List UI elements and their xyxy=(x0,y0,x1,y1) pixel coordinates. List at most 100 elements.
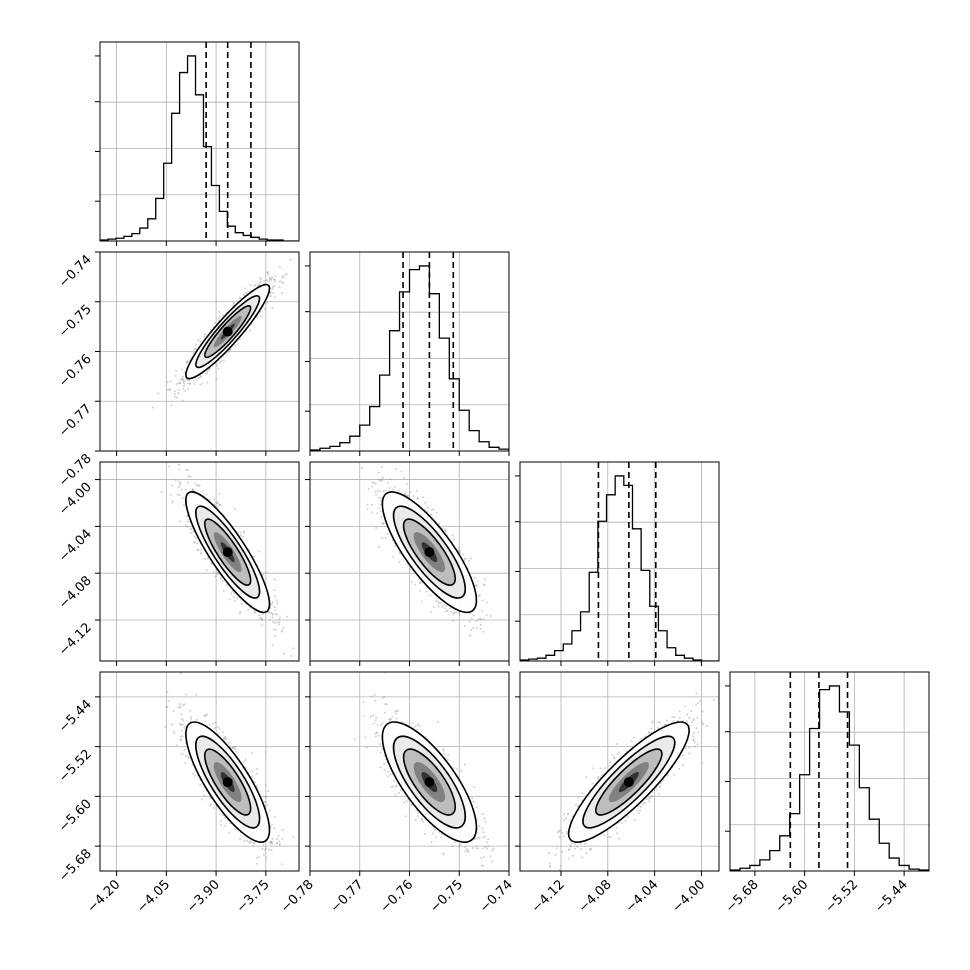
scatter-point xyxy=(238,297,241,300)
scatter-point xyxy=(177,382,180,385)
scatter-point xyxy=(475,585,478,588)
scatter-point xyxy=(393,486,396,488)
scatter-point xyxy=(206,557,209,560)
scatter-point xyxy=(417,497,420,500)
marginal-panel-2 xyxy=(515,461,720,666)
scatter-point xyxy=(483,584,486,587)
joint-panel-0-2: −4.12−4.08−4.04−4.00 xyxy=(56,461,300,666)
scatter-point xyxy=(197,484,200,487)
scatter-point xyxy=(386,532,389,535)
scatter-point xyxy=(175,369,178,372)
scatter-point xyxy=(185,360,188,363)
scatter-point xyxy=(205,333,207,336)
scatter-point xyxy=(270,611,273,614)
scatter-point xyxy=(228,350,230,353)
scatter-point xyxy=(267,273,270,276)
scatter-point xyxy=(472,627,475,629)
scatter-point xyxy=(193,380,195,382)
scatter-point xyxy=(228,598,231,601)
scatter-point xyxy=(212,571,215,573)
scatter-point xyxy=(167,699,170,702)
scatter-point xyxy=(271,285,274,288)
scatter-point xyxy=(274,280,277,283)
scatter-point xyxy=(183,371,186,374)
scatter-point xyxy=(374,490,377,493)
scatter-point xyxy=(172,500,175,503)
panel-content xyxy=(520,462,719,661)
scatter-point xyxy=(253,555,256,558)
scatter-point xyxy=(474,577,476,580)
scatter-point xyxy=(482,583,485,586)
scatter-point xyxy=(269,295,272,298)
scatter-point xyxy=(186,361,189,363)
scatter-point xyxy=(271,306,274,309)
scatter-point xyxy=(160,491,163,494)
scatter-point xyxy=(258,617,261,620)
scatter-point xyxy=(462,553,465,556)
scatter-point xyxy=(372,481,375,484)
scatter-point xyxy=(195,537,198,540)
scatter-point xyxy=(281,276,284,279)
scatter-point xyxy=(206,381,209,384)
scatter-point xyxy=(242,531,245,534)
scatter-point xyxy=(186,514,189,517)
scatter-point xyxy=(280,281,283,284)
scatter-point xyxy=(398,552,401,555)
scatter-point xyxy=(174,393,176,395)
scatter-point xyxy=(482,618,485,621)
scatter-point xyxy=(178,494,181,496)
scatter-point xyxy=(274,609,277,612)
scatter-point xyxy=(426,510,429,513)
scatter-point xyxy=(483,578,486,581)
grid-lines xyxy=(100,462,299,661)
scatter-point xyxy=(180,379,182,382)
scatter-point xyxy=(380,478,383,481)
scatter-point xyxy=(236,597,239,600)
scatter-point xyxy=(273,589,276,591)
scatter-point xyxy=(425,590,428,593)
scatter-point xyxy=(459,613,461,616)
scatter-point xyxy=(178,480,181,483)
scatter-point xyxy=(446,609,449,612)
scatter-point xyxy=(178,463,180,466)
scatter-point xyxy=(219,504,222,507)
scatter-point xyxy=(268,611,270,614)
scatter-point xyxy=(388,487,391,490)
scatter-point xyxy=(477,580,480,583)
scatter-point xyxy=(377,471,380,474)
scatter-point xyxy=(222,359,225,362)
scatter-point xyxy=(419,581,422,584)
grid-lines xyxy=(520,462,719,661)
scatter-point xyxy=(378,489,381,492)
scatter-point xyxy=(281,630,284,633)
scatter-point xyxy=(196,379,198,382)
y-tick-label-2-0: −4.12 xyxy=(56,620,95,659)
scatter-point xyxy=(486,662,488,664)
scatter-point xyxy=(377,496,380,499)
scatter-point xyxy=(236,343,239,346)
scatter-point xyxy=(226,351,229,354)
scatter-point xyxy=(273,606,276,609)
scatter-point xyxy=(477,595,480,598)
scatter-point xyxy=(266,271,269,274)
scatter-point xyxy=(248,329,251,332)
scatter-point xyxy=(260,616,263,619)
scatter-point xyxy=(201,490,204,493)
panel-content xyxy=(310,252,509,451)
scatter-point xyxy=(179,482,182,485)
scatter-point xyxy=(268,619,271,621)
scatter-point xyxy=(384,489,387,492)
scatter-point xyxy=(275,599,278,602)
scatter-point xyxy=(470,629,473,632)
scatter-point xyxy=(398,560,401,563)
scatter-point xyxy=(371,482,374,484)
scatter-point xyxy=(233,302,235,305)
scatter-point xyxy=(234,507,236,510)
scatter-point xyxy=(261,623,264,626)
scatter-point xyxy=(229,348,232,351)
scatter-point xyxy=(183,380,186,383)
joint-panel-0-1: −0.78−0.77−0.76−0.75−0.74 xyxy=(56,251,300,490)
scatter-point xyxy=(230,592,232,595)
scatter-point xyxy=(426,506,429,509)
scatter-point xyxy=(218,310,220,313)
